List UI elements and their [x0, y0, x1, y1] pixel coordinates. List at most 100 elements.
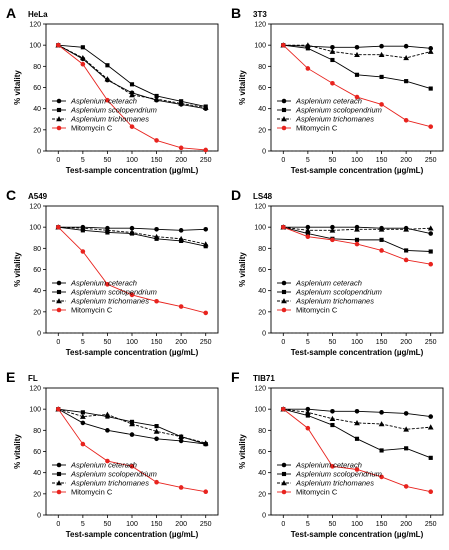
data-point-mitomycin-c: [154, 298, 159, 304]
data-point-asplenium-trichomanes: [329, 415, 336, 421]
y-tick-label: 100: [29, 43, 41, 50]
panel-letter: C: [6, 187, 16, 203]
legend-marker: [281, 116, 287, 122]
data-point-asplenium-scolopendrium: [80, 410, 85, 415]
data-point-asplenium-trichomanes: [178, 433, 185, 439]
y-tick-label: 0: [262, 331, 266, 338]
x-tick-label: 250: [200, 521, 212, 528]
data-point-asplenium-ceterach: [203, 226, 209, 232]
y-tick-label: 80: [258, 64, 266, 71]
data-point-mitomycin-c: [178, 304, 184, 309]
legend-label: Asplenium scolopendrium: [295, 288, 382, 297]
chart-title: A549: [28, 192, 48, 201]
legend-label: Asplenium ceterach: [70, 279, 137, 288]
legend-label: Asplenium trichomanes: [295, 297, 374, 306]
data-point-asplenium-trichomanes: [202, 104, 209, 110]
data-point-mitomycin-c: [379, 474, 384, 480]
chart-title: TIB71: [253, 374, 275, 383]
y-tick-label: 40: [258, 106, 266, 113]
x-tick-label: 5: [81, 521, 85, 528]
legend-marker: [56, 462, 62, 468]
y-tick-label: 20: [33, 309, 41, 316]
x-tick-label: 150: [376, 339, 388, 346]
panel-letter: B: [231, 5, 241, 21]
y-tick-label: 100: [254, 225, 266, 232]
x-tick-label: 250: [200, 339, 212, 346]
data-point-asplenium-trichomanes: [403, 226, 410, 232]
data-point-asplenium-scolopendrium: [330, 422, 335, 428]
data-point-asplenium-trichomanes: [153, 233, 160, 239]
y-tick-label: 100: [29, 407, 41, 414]
data-point-asplenium-scolopendrium: [305, 413, 310, 418]
x-tick-label: 5: [306, 339, 310, 346]
legend-label: Asplenium ceterach: [70, 97, 137, 106]
legend-marker: [281, 471, 287, 477]
legend-label: Mitomycin C: [71, 124, 113, 133]
data-point-asplenium-trichomanes: [104, 76, 111, 82]
x-tick-label: 250: [425, 339, 437, 346]
x-axis-label: Test-sample concentration (µg/mL): [66, 348, 199, 357]
x-tick-label: 0: [281, 339, 285, 346]
data-point-asplenium-trichomanes: [427, 225, 434, 231]
legend-label: Mitomycin C: [296, 124, 338, 133]
data-point-mitomycin-c: [280, 406, 286, 412]
data-point-asplenium-scolopendrium: [404, 446, 409, 451]
y-tick-label: 40: [258, 288, 266, 295]
data-point-asplenium-ceterach: [178, 228, 184, 233]
legend-marker: [56, 280, 62, 286]
data-point-asplenium-ceterach: [178, 438, 184, 444]
data-point-asplenium-scolopendrium: [154, 93, 159, 99]
data-point-mitomycin-c: [55, 406, 61, 412]
chart-panel-b: B 3T3 0 20 40 60 80 100 120 0 5 50 100 150 200 250Test-…: [231, 5, 444, 175]
x-tick-label: 100: [351, 339, 363, 346]
x-tick-label: 150: [151, 157, 163, 164]
legend-marker: [281, 462, 287, 468]
x-tick-label: 50: [104, 339, 112, 346]
y-tick-label: 0: [37, 149, 41, 156]
y-tick-label: 20: [258, 127, 266, 134]
x-tick-label: 0: [56, 521, 60, 528]
y-tick-label: 120: [29, 386, 41, 393]
legend-marker: [281, 489, 287, 495]
legend-marker: [56, 471, 62, 477]
y-tick-label: 80: [258, 246, 266, 253]
data-point-asplenium-trichomanes: [304, 227, 311, 233]
chart-title: LS48: [253, 192, 273, 201]
data-point-asplenium-ceterach: [428, 46, 434, 51]
y-tick-label: 60: [258, 449, 266, 456]
legend-marker: [56, 116, 62, 122]
data-point-asplenium-trichomanes: [104, 227, 111, 233]
data-point-asplenium-scolopendrium: [379, 237, 384, 242]
data-point-mitomycin-c: [80, 61, 86, 67]
y-axis-label: % vitality: [238, 252, 247, 287]
data-point-asplenium-scolopendrium: [354, 72, 360, 77]
legend-marker: [281, 107, 287, 113]
y-tick-label: 60: [33, 449, 41, 456]
data-point-asplenium-ceterach: [305, 224, 311, 230]
y-tick-label: 80: [33, 64, 41, 71]
data-point-asplenium-trichomanes: [79, 54, 86, 61]
data-point-asplenium-trichomanes: [129, 92, 135, 98]
data-point-asplenium-ceterach: [305, 406, 311, 412]
data-point-asplenium-ceterach: [428, 414, 434, 419]
data-point-asplenium-ceterach: [154, 226, 159, 232]
data-point-mitomycin-c: [428, 489, 434, 495]
y-tick-label: 40: [33, 288, 41, 295]
legend-label: Asplenium trichomanes: [70, 297, 149, 306]
y-tick-label: 60: [258, 267, 266, 274]
y-tick-label: 20: [33, 491, 41, 498]
data-point-mitomycin-c: [154, 138, 159, 143]
legend-label: Asplenium trichomanes: [70, 479, 149, 488]
x-tick-label: 200: [175, 157, 187, 164]
data-point-mitomycin-c: [55, 42, 61, 48]
legend-marker: [281, 298, 287, 304]
legend-label: Mitomycin C: [296, 488, 338, 497]
y-tick-label: 80: [33, 246, 41, 253]
panel-letter: D: [231, 187, 241, 203]
data-point-mitomycin-c: [154, 479, 159, 485]
data-point-mitomycin-c: [330, 80, 335, 86]
y-tick-label: 60: [33, 267, 41, 274]
data-point-asplenium-scolopendrium: [330, 57, 335, 63]
data-point-asplenium-ceterach: [403, 411, 409, 416]
data-point-mitomycin-c: [129, 464, 135, 469]
